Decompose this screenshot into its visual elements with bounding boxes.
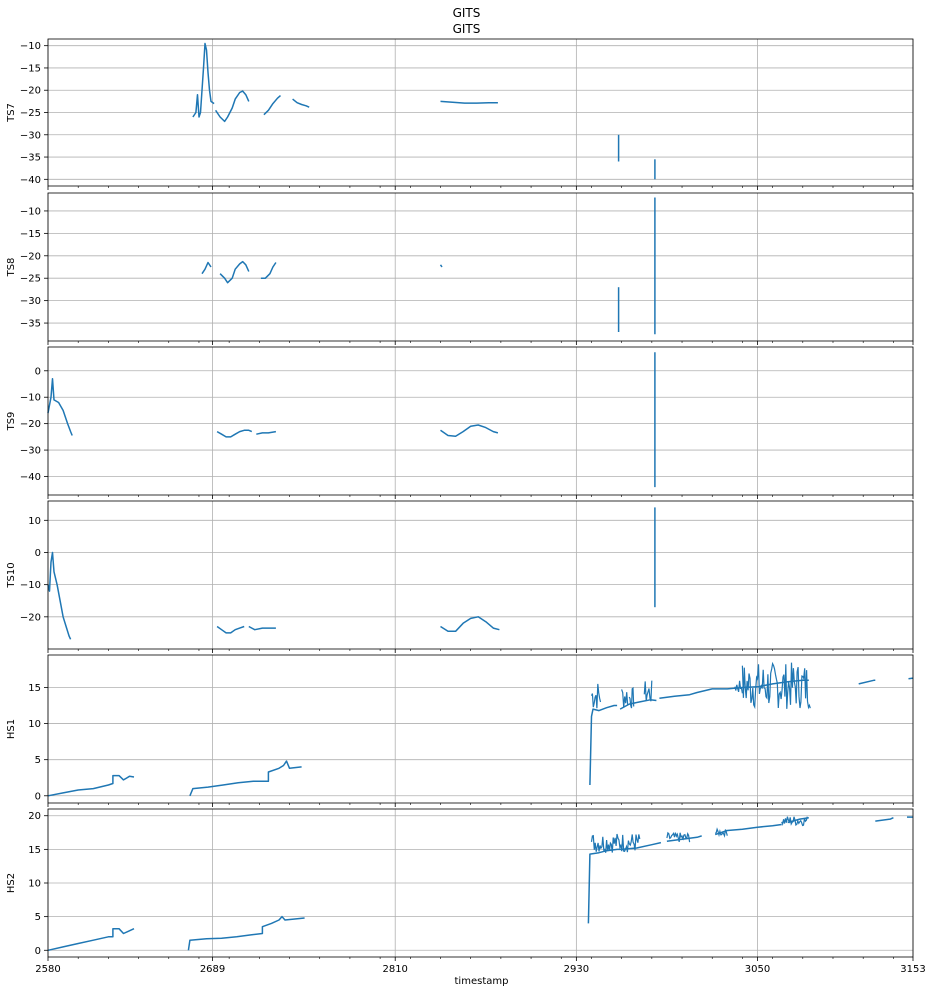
x-axis-label: timestamp — [454, 976, 509, 987]
series-line-ts9 — [47, 377, 73, 436]
series-line-ts10 — [248, 625, 276, 631]
y-tick-label: −10 — [20, 41, 41, 52]
y-tick-label: −10 — [20, 393, 41, 404]
y-tick-label: −30 — [20, 130, 41, 141]
y-tick-label: −20 — [20, 86, 41, 97]
series-line-hs1 — [589, 704, 618, 786]
series-line-ts8 — [201, 261, 212, 275]
series-line-ts8 — [260, 262, 277, 279]
series-noise-hs1 — [628, 686, 635, 709]
series-line-ts7 — [214, 90, 250, 123]
series-line-ts7 — [292, 98, 310, 108]
series-line-hs2 — [47, 927, 135, 952]
y-tick-label: 20 — [28, 811, 41, 822]
series-noise-hs2 — [590, 833, 641, 853]
panel-hs2: 20 15 10 5 0 HS2 — [6, 808, 914, 961]
x-tick-label: 2930 — [564, 964, 589, 975]
panel-ts8: −10 −15 −20 −25 −30 −35 TS8 — [6, 192, 914, 345]
series-noise-hs1 — [590, 683, 602, 709]
series-line-hs2 — [587, 841, 662, 924]
y-tick-label: 10 — [28, 879, 41, 890]
y-tick-label: −15 — [20, 63, 41, 74]
y-tick-label: 0 — [35, 366, 41, 377]
y-axis-label: TS10 — [6, 562, 17, 588]
axes-frame — [47, 500, 914, 650]
series-noise-hs1 — [621, 689, 629, 708]
series-line-ts9 — [256, 430, 277, 435]
y-tick-label: 10 — [28, 719, 41, 730]
x-tick-label: 2810 — [382, 964, 407, 975]
y-tick-label: −20 — [20, 251, 41, 262]
series-line-hs2 — [875, 817, 894, 822]
series-line-hs2 — [187, 915, 305, 951]
y-tick-label: −30 — [20, 296, 41, 307]
y-axis-label: TS9 — [6, 412, 17, 432]
x-tick-label: 3050 — [745, 964, 770, 975]
series-line-ts10 — [440, 616, 500, 633]
figure-subtitle: GITS — [452, 22, 481, 36]
y-tick-label: −30 — [20, 446, 41, 457]
y-tick-label: −15 — [20, 229, 41, 240]
series-line-hs1 — [189, 760, 302, 797]
y-tick-label: 10 — [28, 516, 41, 527]
axes-frame — [47, 192, 914, 342]
series-line-ts7 — [263, 95, 281, 116]
series-line-ts9 — [216, 429, 253, 438]
y-tick-label: 0 — [35, 548, 41, 559]
panel-hs1: 15 10 5 0 HS1 — [6, 654, 914, 807]
series-noise-hs2 — [666, 831, 691, 843]
axes-frame — [47, 808, 914, 958]
series-line-hs1 — [659, 679, 809, 700]
y-tick-label: −40 — [20, 175, 41, 186]
series-line-hs1 — [858, 679, 876, 685]
y-tick-label: 0 — [35, 791, 41, 802]
series-line-ts10 — [216, 625, 245, 634]
series-noise-hs2 — [781, 816, 808, 827]
y-axis-label: TS8 — [6, 258, 17, 278]
axes-frame — [47, 654, 914, 804]
y-tick-label: 15 — [28, 683, 41, 694]
series-line-ts8 — [439, 264, 443, 268]
y-tick-label: −35 — [20, 153, 41, 164]
axes-frame — [47, 38, 914, 187]
series-line-hs1 — [908, 677, 914, 680]
axes-frame — [47, 346, 914, 496]
series-line-hs2 — [714, 823, 782, 836]
y-tick-label: −20 — [20, 419, 41, 430]
y-tick-label: 5 — [35, 912, 41, 923]
y-tick-label: −35 — [20, 319, 41, 330]
series-line-ts9 — [440, 424, 499, 438]
y-tick-label: −10 — [20, 206, 41, 217]
x-tick-label: 2689 — [200, 964, 225, 975]
series-noise-hs1 — [741, 661, 811, 710]
y-axis-label: HS2 — [6, 873, 17, 893]
x-tick-label: 2580 — [35, 964, 60, 975]
y-axis-label: HS1 — [6, 719, 17, 739]
series-noise-hs1 — [643, 680, 653, 702]
panel-ts9: 0 −10 −20 −30 −40 TS9 — [6, 346, 914, 499]
y-axis-label: TS7 — [6, 103, 17, 123]
series-line-ts10 — [47, 551, 72, 640]
series-line-ts7 — [192, 42, 215, 118]
series-line-ts8 — [219, 260, 250, 284]
y-tick-label: −10 — [20, 580, 41, 591]
x-tick-label: 3153 — [900, 964, 925, 975]
series-line-hs2 — [666, 835, 702, 843]
y-tick-label: −20 — [20, 612, 41, 623]
y-tick-label: 5 — [35, 755, 41, 766]
y-tick-label: 0 — [35, 946, 41, 957]
series-line-hs1 — [47, 774, 135, 797]
figure-title: GITS — [452, 6, 481, 20]
panel-ts7: −10 −15 −20 −25 −30 −35 −40 TS7 — [6, 38, 914, 190]
y-tick-label: 15 — [28, 845, 41, 856]
panel-ts10: 10 0 −10 −20 TS10 — [6, 500, 914, 653]
y-tick-label: −25 — [20, 274, 41, 285]
series-line-hs1 — [619, 699, 657, 710]
series-line-ts7 — [440, 100, 498, 104]
y-tick-label: −25 — [20, 108, 41, 119]
series-line-hs2 — [787, 816, 809, 824]
y-tick-label: −40 — [20, 472, 41, 483]
